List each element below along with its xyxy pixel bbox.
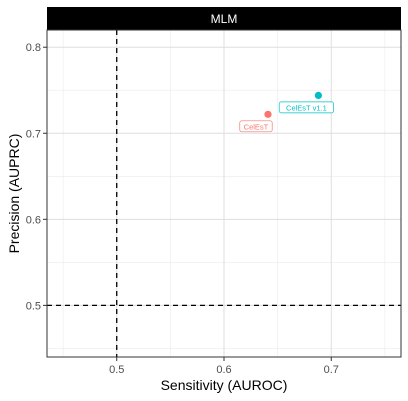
point-label: CelEsT v1.1 [278, 101, 334, 114]
point-label-text: CelEsT v1.1 [286, 103, 327, 112]
point-label: CelEsT [239, 120, 273, 133]
data-point [264, 110, 272, 118]
y-tick-label: 0.6 [26, 214, 41, 226]
y-axis: 0.5 0.6 0.7 0.8 [26, 42, 47, 312]
facet-title: MLM [211, 12, 238, 26]
y-tick-label: 0.8 [26, 42, 41, 54]
x-tick-label: 0.6 [216, 364, 231, 376]
point-label-box [278, 101, 334, 114]
point-label-box [239, 120, 273, 133]
data-points: CelEsT CelEsT v1.1 [239, 91, 334, 133]
y-axis-title: Precision (AUPRC) [6, 134, 22, 254]
x-axis: 0.5 0.6 0.7 [109, 357, 339, 376]
data-point [314, 91, 322, 99]
x-tick-label: 0.5 [109, 364, 124, 376]
x-tick-label: 0.7 [324, 364, 339, 376]
y-tick-label: 0.5 [26, 300, 41, 312]
facet-strip [47, 7, 401, 30]
x-axis-title: Sensitivity (AUROC) [161, 377, 288, 393]
point-label-text: CelEsT [244, 122, 269, 131]
y-tick-label: 0.7 [26, 128, 41, 140]
reference-lines [47, 30, 401, 357]
major-grid [47, 30, 401, 357]
